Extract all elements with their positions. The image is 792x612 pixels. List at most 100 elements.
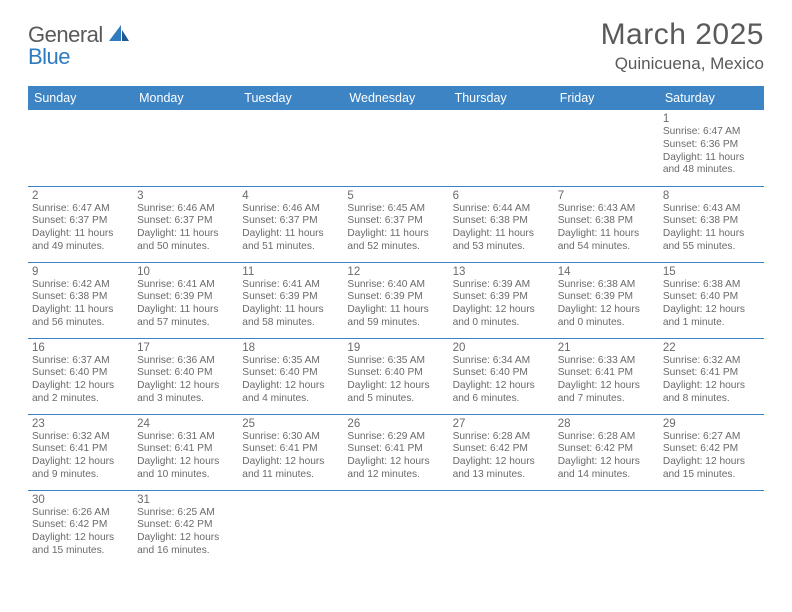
day-number: 28 xyxy=(558,418,655,430)
day-info: Sunrise: 6:31 AMSunset: 6:41 PMDaylight:… xyxy=(137,431,234,482)
day-info: Sunrise: 6:47 AMSunset: 6:37 PMDaylight:… xyxy=(32,203,129,254)
calendar-day-cell: 17Sunrise: 6:36 AMSunset: 6:40 PMDayligh… xyxy=(133,338,238,414)
day-number: 21 xyxy=(558,342,655,354)
calendar-day-cell: 4Sunrise: 6:46 AMSunset: 6:37 PMDaylight… xyxy=(238,186,343,262)
day-info: Sunrise: 6:26 AMSunset: 6:42 PMDaylight:… xyxy=(32,507,129,558)
day-number: 15 xyxy=(663,266,760,278)
calendar-table: SundayMondayTuesdayWednesdayThursdayFrid… xyxy=(28,86,764,566)
title-block: March 2025 Quinicuena, Mexico xyxy=(601,18,764,74)
calendar-day-cell: 11Sunrise: 6:41 AMSunset: 6:39 PMDayligh… xyxy=(238,262,343,338)
day-number: 17 xyxy=(137,342,234,354)
day-info: Sunrise: 6:28 AMSunset: 6:42 PMDaylight:… xyxy=(558,431,655,482)
day-number: 29 xyxy=(663,418,760,430)
day-info: Sunrise: 6:43 AMSunset: 6:38 PMDaylight:… xyxy=(558,203,655,254)
day-number: 24 xyxy=(137,418,234,430)
day-info: Sunrise: 6:40 AMSunset: 6:39 PMDaylight:… xyxy=(347,279,444,330)
calendar-day-cell: 21Sunrise: 6:33 AMSunset: 6:41 PMDayligh… xyxy=(554,338,659,414)
day-number: 12 xyxy=(347,266,444,278)
day-info: Sunrise: 6:38 AMSunset: 6:39 PMDaylight:… xyxy=(558,279,655,330)
calendar-day-cell: 5Sunrise: 6:45 AMSunset: 6:37 PMDaylight… xyxy=(343,186,448,262)
weekday-header: Sunday xyxy=(28,86,133,110)
calendar-empty-cell xyxy=(133,110,238,186)
calendar-day-cell: 6Sunrise: 6:44 AMSunset: 6:38 PMDaylight… xyxy=(449,186,554,262)
calendar-empty-cell xyxy=(343,110,448,186)
sail-icon xyxy=(107,23,131,48)
day-info: Sunrise: 6:36 AMSunset: 6:40 PMDaylight:… xyxy=(137,355,234,406)
day-number: 13 xyxy=(453,266,550,278)
day-info: Sunrise: 6:33 AMSunset: 6:41 PMDaylight:… xyxy=(558,355,655,406)
day-number: 9 xyxy=(32,266,129,278)
day-info: Sunrise: 6:46 AMSunset: 6:37 PMDaylight:… xyxy=(242,203,339,254)
day-info: Sunrise: 6:27 AMSunset: 6:42 PMDaylight:… xyxy=(663,431,760,482)
calendar-day-cell: 19Sunrise: 6:35 AMSunset: 6:40 PMDayligh… xyxy=(343,338,448,414)
day-number: 3 xyxy=(137,190,234,202)
day-info: Sunrise: 6:43 AMSunset: 6:38 PMDaylight:… xyxy=(663,203,760,254)
day-info: Sunrise: 6:38 AMSunset: 6:40 PMDaylight:… xyxy=(663,279,760,330)
day-number: 5 xyxy=(347,190,444,202)
calendar-day-cell: 29Sunrise: 6:27 AMSunset: 6:42 PMDayligh… xyxy=(659,414,764,490)
day-info: Sunrise: 6:32 AMSunset: 6:41 PMDaylight:… xyxy=(32,431,129,482)
calendar-day-cell: 18Sunrise: 6:35 AMSunset: 6:40 PMDayligh… xyxy=(238,338,343,414)
title-month: March 2025 xyxy=(601,18,764,52)
calendar-empty-cell xyxy=(554,490,659,566)
day-number: 20 xyxy=(453,342,550,354)
weekday-header: Saturday xyxy=(659,86,764,110)
calendar-week-row: 9Sunrise: 6:42 AMSunset: 6:38 PMDaylight… xyxy=(28,262,764,338)
day-number: 2 xyxy=(32,190,129,202)
calendar-day-cell: 10Sunrise: 6:41 AMSunset: 6:39 PMDayligh… xyxy=(133,262,238,338)
calendar-day-cell: 30Sunrise: 6:26 AMSunset: 6:42 PMDayligh… xyxy=(28,490,133,566)
day-number: 14 xyxy=(558,266,655,278)
day-number: 7 xyxy=(558,190,655,202)
header: General March 2025 Quinicuena, Mexico xyxy=(0,0,792,78)
calendar-week-row: 1Sunrise: 6:47 AMSunset: 6:36 PMDaylight… xyxy=(28,110,764,186)
calendar-day-cell: 31Sunrise: 6:25 AMSunset: 6:42 PMDayligh… xyxy=(133,490,238,566)
day-number: 11 xyxy=(242,266,339,278)
calendar-empty-cell xyxy=(238,110,343,186)
logo-blue-row: Blue xyxy=(28,44,70,70)
day-number: 27 xyxy=(453,418,550,430)
day-number: 1 xyxy=(663,113,760,125)
day-info: Sunrise: 6:46 AMSunset: 6:37 PMDaylight:… xyxy=(137,203,234,254)
calendar-day-cell: 1Sunrise: 6:47 AMSunset: 6:36 PMDaylight… xyxy=(659,110,764,186)
day-info: Sunrise: 6:45 AMSunset: 6:37 PMDaylight:… xyxy=(347,203,444,254)
weekday-header: Monday xyxy=(133,86,238,110)
calendar-day-cell: 2Sunrise: 6:47 AMSunset: 6:37 PMDaylight… xyxy=(28,186,133,262)
calendar-day-cell: 8Sunrise: 6:43 AMSunset: 6:38 PMDaylight… xyxy=(659,186,764,262)
day-number: 6 xyxy=(453,190,550,202)
day-number: 19 xyxy=(347,342,444,354)
day-info: Sunrise: 6:35 AMSunset: 6:40 PMDaylight:… xyxy=(242,355,339,406)
calendar-day-cell: 25Sunrise: 6:30 AMSunset: 6:41 PMDayligh… xyxy=(238,414,343,490)
day-number: 8 xyxy=(663,190,760,202)
day-info: Sunrise: 6:25 AMSunset: 6:42 PMDaylight:… xyxy=(137,507,234,558)
calendar-day-cell: 12Sunrise: 6:40 AMSunset: 6:39 PMDayligh… xyxy=(343,262,448,338)
calendar-week-row: 16Sunrise: 6:37 AMSunset: 6:40 PMDayligh… xyxy=(28,338,764,414)
calendar-day-cell: 24Sunrise: 6:31 AMSunset: 6:41 PMDayligh… xyxy=(133,414,238,490)
calendar-day-cell: 23Sunrise: 6:32 AMSunset: 6:41 PMDayligh… xyxy=(28,414,133,490)
day-info: Sunrise: 6:44 AMSunset: 6:38 PMDaylight:… xyxy=(453,203,550,254)
calendar-week-row: 23Sunrise: 6:32 AMSunset: 6:41 PMDayligh… xyxy=(28,414,764,490)
calendar-day-cell: 14Sunrise: 6:38 AMSunset: 6:39 PMDayligh… xyxy=(554,262,659,338)
calendar-day-cell: 15Sunrise: 6:38 AMSunset: 6:40 PMDayligh… xyxy=(659,262,764,338)
weekday-header-row: SundayMondayTuesdayWednesdayThursdayFrid… xyxy=(28,86,764,110)
calendar-day-cell: 9Sunrise: 6:42 AMSunset: 6:38 PMDaylight… xyxy=(28,262,133,338)
calendar-week-row: 30Sunrise: 6:26 AMSunset: 6:42 PMDayligh… xyxy=(28,490,764,566)
day-number: 31 xyxy=(137,494,234,506)
weekday-header: Tuesday xyxy=(238,86,343,110)
weekday-header: Thursday xyxy=(449,86,554,110)
day-number: 25 xyxy=(242,418,339,430)
calendar-day-cell: 28Sunrise: 6:28 AMSunset: 6:42 PMDayligh… xyxy=(554,414,659,490)
day-info: Sunrise: 6:30 AMSunset: 6:41 PMDaylight:… xyxy=(242,431,339,482)
day-info: Sunrise: 6:47 AMSunset: 6:36 PMDaylight:… xyxy=(663,126,760,177)
day-number: 4 xyxy=(242,190,339,202)
calendar-day-cell: 27Sunrise: 6:28 AMSunset: 6:42 PMDayligh… xyxy=(449,414,554,490)
day-info: Sunrise: 6:28 AMSunset: 6:42 PMDaylight:… xyxy=(453,431,550,482)
day-info: Sunrise: 6:41 AMSunset: 6:39 PMDaylight:… xyxy=(137,279,234,330)
calendar-empty-cell xyxy=(343,490,448,566)
day-info: Sunrise: 6:32 AMSunset: 6:41 PMDaylight:… xyxy=(663,355,760,406)
day-number: 22 xyxy=(663,342,760,354)
day-info: Sunrise: 6:37 AMSunset: 6:40 PMDaylight:… xyxy=(32,355,129,406)
calendar-day-cell: 20Sunrise: 6:34 AMSunset: 6:40 PMDayligh… xyxy=(449,338,554,414)
logo-text-blue: Blue xyxy=(28,44,70,69)
day-info: Sunrise: 6:35 AMSunset: 6:40 PMDaylight:… xyxy=(347,355,444,406)
day-number: 16 xyxy=(32,342,129,354)
